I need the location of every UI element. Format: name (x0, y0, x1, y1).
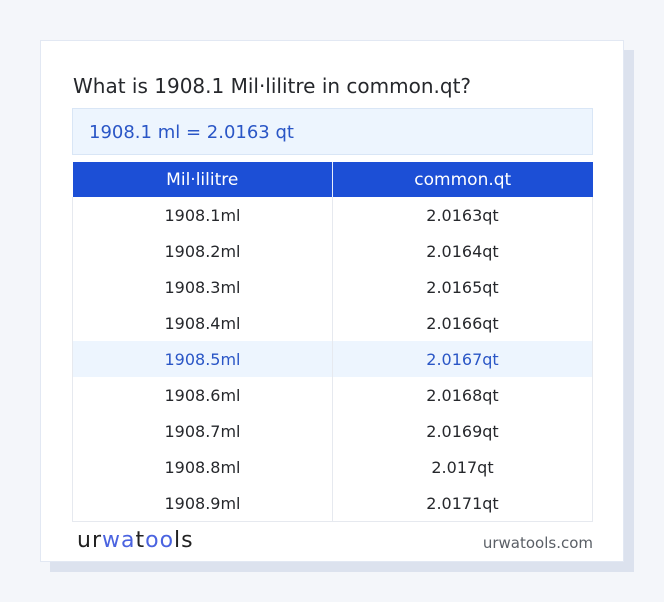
qt-cell: 2.0164qt (332, 233, 593, 269)
table-row: 1908.1ml 2.0163qt (72, 197, 593, 233)
qt-cell: 2.0171qt (332, 485, 593, 522)
column-header-ml: Mil·lilitre (72, 162, 333, 197)
table-row: 1908.5ml 2.0167qt (72, 341, 593, 377)
qt-cell: 2.0169qt (332, 413, 593, 449)
column-header-qt: common.qt (332, 162, 593, 197)
qt-cell: 2.0166qt (332, 305, 593, 341)
qt-cell: 2.0165qt (332, 269, 593, 305)
table-row: 1908.7ml 2.0169qt (72, 413, 593, 449)
qt-cell: 2.0163qt (332, 197, 593, 233)
table-row: 1908.4ml 2.0166qt (72, 305, 593, 341)
conversion-table: Mil·lilitre common.qt 1908.1ml 2.0163qt 19… (72, 162, 593, 522)
table-row: 1908.2ml 2.0164qt (72, 233, 593, 269)
table-row: 1908.3ml 2.0165qt (72, 269, 593, 305)
ml-cell: 1908.7ml (72, 413, 333, 449)
ml-cell: 1908.6ml (72, 377, 333, 413)
qt-cell: 2.0167qt (332, 341, 593, 377)
urwatools-logo[interactable]: urwatools (77, 528, 194, 553)
ml-cell: 1908.9ml (72, 485, 333, 522)
ml-cell: 1908.8ml (72, 449, 333, 485)
ml-cell: 1908.1ml (72, 197, 333, 233)
table-row: 1908.9ml 2.0171qt (72, 485, 593, 522)
result-text: 1908.1 ml = 2.0163 qt (89, 122, 294, 143)
ml-cell: 1908.5ml (72, 341, 333, 377)
site-link[interactable]: urwatools.com (482, 534, 593, 552)
ml-cell: 1908.3ml (72, 269, 333, 305)
ml-cell: 1908.4ml (72, 305, 333, 341)
converter-card: What is 1908.1 Mil·lilitre in common.qt?… (40, 40, 624, 562)
qt-cell: 2.0168qt (332, 377, 593, 413)
table-row: 1908.8ml 2.017qt (72, 449, 593, 485)
result-box: 1908.1 ml = 2.0163 qt (72, 108, 593, 155)
ml-cell: 1908.2ml (72, 233, 333, 269)
table-row: 1908.6ml 2.0168qt (72, 377, 593, 413)
page-title: What is 1908.1 Mil·lilitre in common.qt? (73, 74, 472, 98)
qt-cell: 2.017qt (332, 449, 593, 485)
